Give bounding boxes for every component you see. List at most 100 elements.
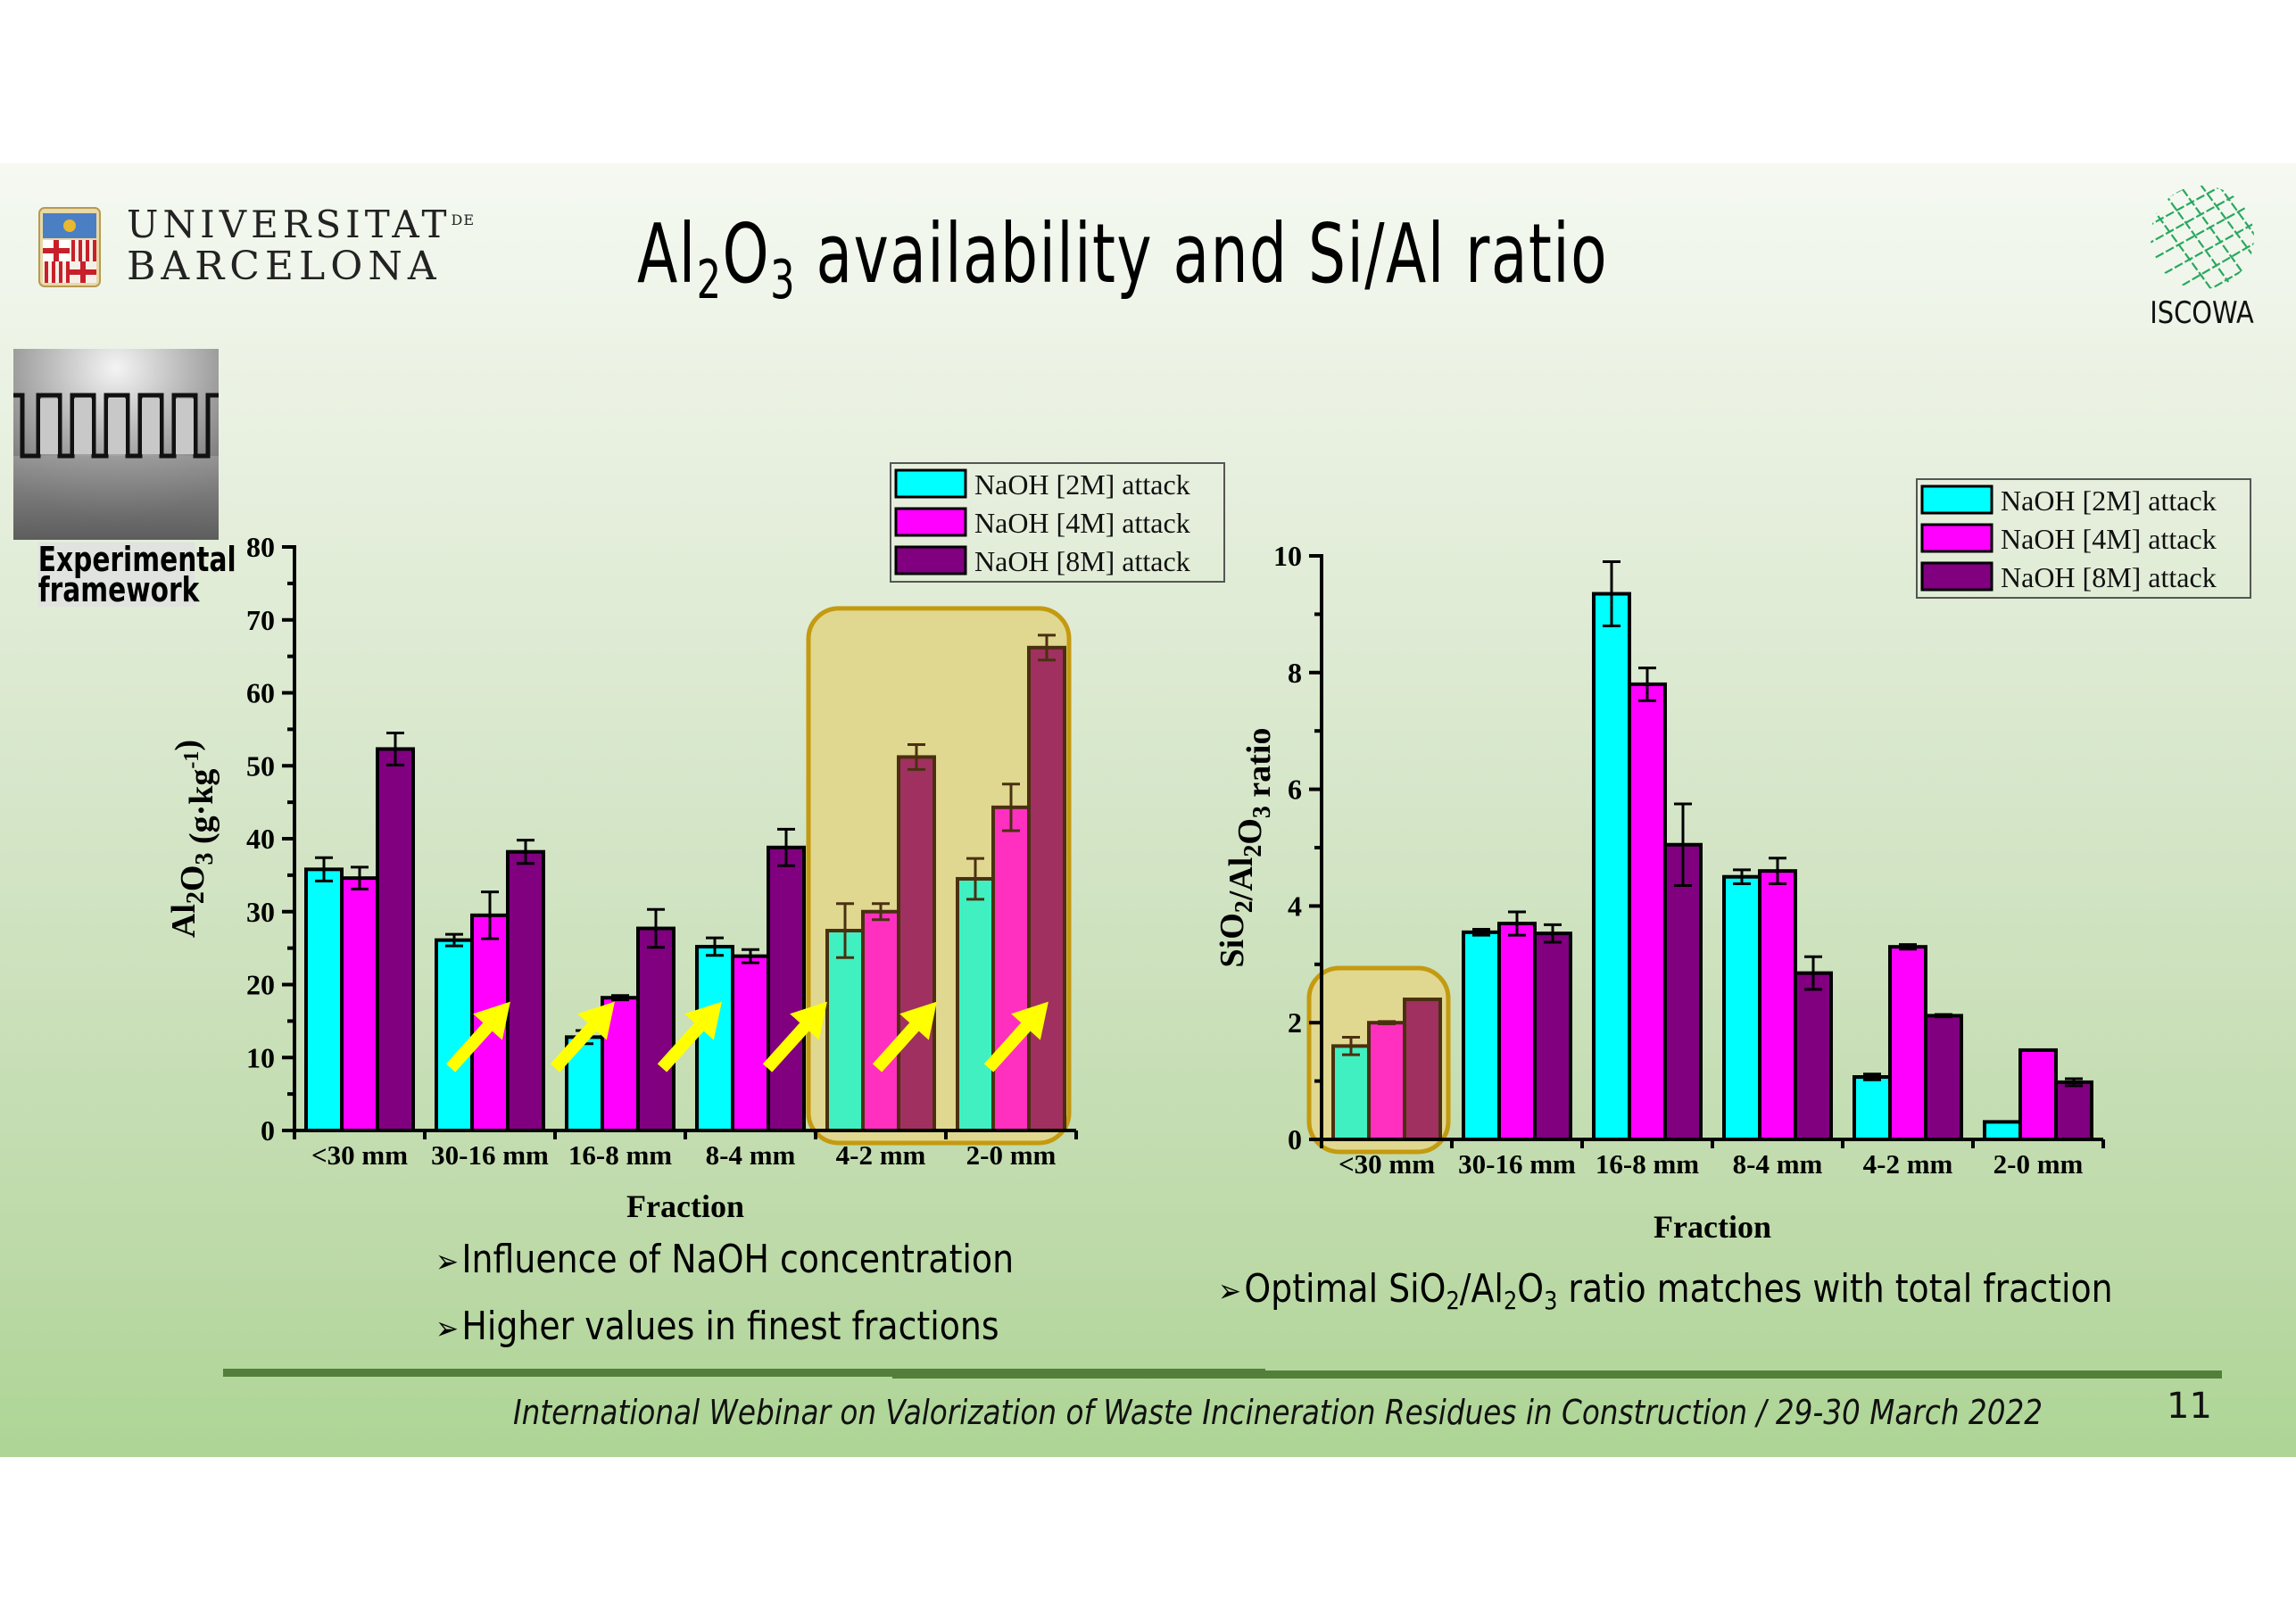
x-tick-label: <30 mm bbox=[311, 1139, 408, 1171]
y-axis-label: SiO2/Al2O3 ratio bbox=[1214, 728, 1278, 968]
footer-divider bbox=[892, 1370, 2222, 1379]
slide-title: Al2O3 availability and Si/Al ratio bbox=[637, 206, 1609, 311]
y-axis-label-part: 2 bbox=[182, 891, 210, 904]
legend-swatch bbox=[1920, 561, 1993, 592]
legend-label: NaOH [4M] attack bbox=[2001, 523, 2217, 555]
bar-8m bbox=[1403, 998, 1442, 1142]
globe-mesh-icon bbox=[2150, 186, 2254, 289]
trend-arrow-shape bbox=[762, 1001, 827, 1072]
slide: UNIVERSITATDE BARCELONA Al2O3 availabili… bbox=[0, 163, 2296, 1457]
trend-arrow-shape bbox=[445, 1001, 510, 1072]
bar-8m bbox=[1533, 932, 1572, 1141]
y-axis-label-part: 3 bbox=[191, 853, 219, 865]
university-name-line1: UNIVERSITAT bbox=[127, 203, 452, 246]
legend-swatch bbox=[1920, 523, 1993, 553]
trend-arrow-shape bbox=[872, 1001, 937, 1072]
y-tick-label: 80 bbox=[246, 531, 275, 563]
doors-corridor-image bbox=[13, 349, 219, 540]
trend-arrow-icon bbox=[983, 1001, 1049, 1072]
trend-arrow-icon bbox=[762, 1001, 827, 1072]
footer-event-text: International Webinar on Valorization of… bbox=[513, 1393, 2043, 1432]
y-axis-label-part: 2 bbox=[1231, 900, 1258, 913]
bar-8m bbox=[506, 849, 545, 1133]
bar-4m bbox=[1497, 922, 1537, 1142]
y-axis-label-part: (g·kg bbox=[183, 769, 220, 853]
y-axis-label-part: SiO bbox=[1214, 913, 1251, 967]
y-tick-label: 0 bbox=[1288, 1123, 1302, 1155]
y-tick-label: 60 bbox=[246, 677, 275, 709]
x-tick-label: 8-4 mm bbox=[706, 1139, 796, 1171]
university-shield-icon bbox=[38, 207, 101, 287]
x-tick-label: 16-8 mm bbox=[568, 1139, 672, 1171]
bar-8m bbox=[2054, 1080, 2093, 1141]
y-axis-label-part: O bbox=[174, 865, 211, 892]
bar-4m bbox=[1758, 869, 1797, 1141]
university-name-line2: BARCELONA bbox=[127, 244, 442, 289]
trend-arrow-icon bbox=[445, 1001, 510, 1072]
y-axis-label-part: Al bbox=[165, 904, 203, 938]
y-axis-label-part: 2 bbox=[1239, 845, 1267, 857]
bar-8m bbox=[1924, 1014, 1963, 1142]
legend-swatch bbox=[894, 507, 967, 537]
y-tick-label: 30 bbox=[246, 896, 275, 928]
legend-box bbox=[1916, 478, 2251, 599]
bar-4m bbox=[1628, 682, 1667, 1141]
y-tick-label: 20 bbox=[246, 969, 275, 1001]
x-tick-label: <30 mm bbox=[1339, 1148, 1435, 1180]
x-tick-label: 2-0 mm bbox=[966, 1139, 1057, 1171]
y-tick-label: 10 bbox=[246, 1041, 275, 1073]
bullet-right-1: ➢Optimal SiO2/Al2O3 ratio matches with t… bbox=[1218, 1266, 2113, 1315]
bar-2m bbox=[1983, 1120, 2022, 1142]
x-axis-label: Fraction bbox=[626, 1188, 744, 1224]
bar-2m bbox=[1331, 1044, 1371, 1141]
y-tick-label: 8 bbox=[1288, 657, 1302, 689]
bullet-left-1: ➢Influence of NaOH concentration bbox=[435, 1237, 1015, 1282]
y-tick-label: 40 bbox=[246, 823, 275, 855]
legend-label: NaOH [8M] attack bbox=[974, 545, 1190, 577]
trend-arrow-icon bbox=[657, 1001, 722, 1072]
bar-4m bbox=[1888, 945, 1927, 1142]
trend-arrow-icon bbox=[550, 1001, 615, 1072]
bar-2m bbox=[1853, 1075, 1892, 1141]
x-axis-label: Fraction bbox=[1654, 1209, 1771, 1245]
iscowa-logo: ISCOWA bbox=[2124, 179, 2280, 331]
y-tick-label: 0 bbox=[261, 1114, 275, 1147]
university-name-de: DE bbox=[451, 211, 475, 228]
bar-4m bbox=[2018, 1047, 2058, 1141]
x-tick-label: 30-16 mm bbox=[1458, 1148, 1576, 1180]
legend-swatch bbox=[1920, 484, 1993, 515]
trend-arrow-shape bbox=[983, 1001, 1049, 1072]
trend-arrow-icon bbox=[872, 1001, 937, 1072]
x-tick-label: 30-16 mm bbox=[431, 1139, 549, 1171]
x-tick-label: 8-4 mm bbox=[1733, 1148, 1823, 1180]
y-axis-label-part: /Al bbox=[1223, 857, 1260, 902]
bullet-left-2: ➢Higher values in finest fractions bbox=[435, 1304, 999, 1349]
y-tick-label: 50 bbox=[246, 749, 275, 782]
bar-4m bbox=[1367, 1021, 1406, 1141]
trend-arrow-shape bbox=[657, 1001, 722, 1072]
experimental-framework-label[interactable]: Experimental framework bbox=[37, 540, 236, 609]
y-tick-label: 4 bbox=[1288, 890, 1302, 922]
bullet-arrow-icon: ➢ bbox=[435, 1244, 459, 1280]
legend-label: NaOH [4M] attack bbox=[974, 507, 1190, 539]
y-axis-label-part: ) bbox=[169, 740, 206, 751]
x-tick-label: 4-2 mm bbox=[1863, 1148, 1953, 1180]
y-tick-label: 6 bbox=[1288, 774, 1302, 806]
bullet-arrow-icon: ➢ bbox=[1218, 1273, 1241, 1310]
legend-swatch bbox=[894, 545, 967, 576]
y-axis-label-part: -1 bbox=[180, 751, 203, 769]
legend-swatch bbox=[894, 468, 967, 499]
y-tick-label: 10 bbox=[1273, 540, 1302, 572]
bar-2m bbox=[1722, 874, 1761, 1141]
legend-label: NaOH [2M] attack bbox=[2001, 484, 2217, 517]
trend-arrow-shape bbox=[550, 1001, 615, 1072]
legend-label: NaOH [8M] attack bbox=[2001, 561, 2217, 593]
university-logo: UNIVERSITATDE BARCELONA bbox=[36, 199, 475, 294]
iscowa-label: ISCOWA bbox=[2150, 295, 2254, 331]
x-tick-label: 4-2 mm bbox=[836, 1139, 926, 1171]
y-axis-label: Al2O3 (g·kg-1) bbox=[165, 740, 220, 938]
bullet-arrow-icon: ➢ bbox=[435, 1311, 459, 1347]
bar-2m bbox=[1592, 592, 1631, 1141]
